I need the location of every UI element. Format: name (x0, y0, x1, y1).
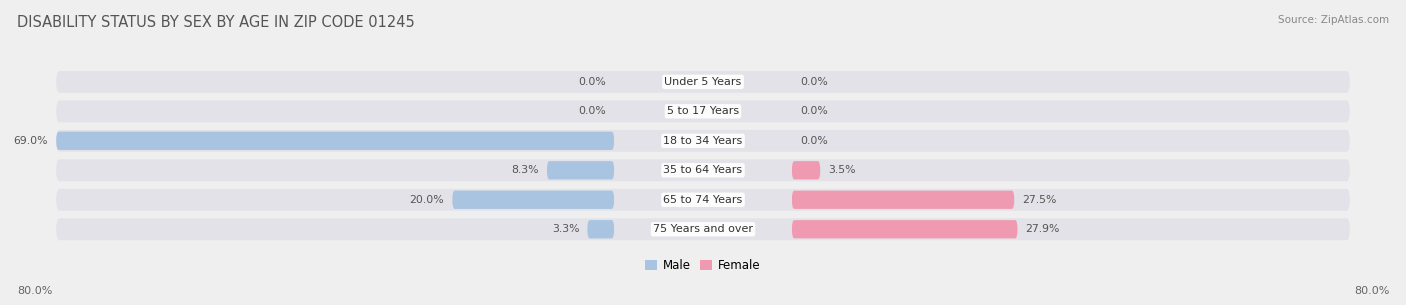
Text: 0.0%: 0.0% (800, 77, 828, 87)
FancyBboxPatch shape (56, 132, 614, 150)
Text: 0.0%: 0.0% (578, 106, 606, 116)
FancyBboxPatch shape (588, 220, 614, 239)
Text: 5 to 17 Years: 5 to 17 Years (666, 106, 740, 116)
FancyBboxPatch shape (453, 191, 614, 209)
Legend: Male, Female: Male, Female (641, 255, 765, 277)
Text: 0.0%: 0.0% (800, 136, 828, 146)
Text: 27.5%: 27.5% (1022, 195, 1057, 205)
Text: 80.0%: 80.0% (1354, 286, 1389, 296)
FancyBboxPatch shape (56, 218, 1350, 240)
Text: 65 to 74 Years: 65 to 74 Years (664, 195, 742, 205)
Text: 8.3%: 8.3% (512, 165, 538, 175)
Text: 18 to 34 Years: 18 to 34 Years (664, 136, 742, 146)
Text: 27.9%: 27.9% (1025, 224, 1060, 234)
FancyBboxPatch shape (56, 160, 1350, 181)
FancyBboxPatch shape (56, 130, 1350, 152)
Text: Under 5 Years: Under 5 Years (665, 77, 741, 87)
FancyBboxPatch shape (792, 220, 1018, 239)
Text: 75 Years and over: 75 Years and over (652, 224, 754, 234)
Text: 35 to 64 Years: 35 to 64 Years (664, 165, 742, 175)
Text: 80.0%: 80.0% (17, 286, 52, 296)
Text: Source: ZipAtlas.com: Source: ZipAtlas.com (1278, 15, 1389, 25)
FancyBboxPatch shape (56, 189, 1350, 211)
Text: 0.0%: 0.0% (578, 77, 606, 87)
Text: 3.3%: 3.3% (551, 224, 579, 234)
Text: DISABILITY STATUS BY SEX BY AGE IN ZIP CODE 01245: DISABILITY STATUS BY SEX BY AGE IN ZIP C… (17, 15, 415, 30)
Text: 69.0%: 69.0% (14, 136, 48, 146)
Text: 20.0%: 20.0% (409, 195, 444, 205)
FancyBboxPatch shape (792, 161, 820, 179)
Text: 0.0%: 0.0% (800, 106, 828, 116)
FancyBboxPatch shape (792, 191, 1014, 209)
Text: 3.5%: 3.5% (828, 165, 856, 175)
FancyBboxPatch shape (547, 161, 614, 179)
FancyBboxPatch shape (56, 71, 1350, 93)
FancyBboxPatch shape (56, 100, 1350, 122)
